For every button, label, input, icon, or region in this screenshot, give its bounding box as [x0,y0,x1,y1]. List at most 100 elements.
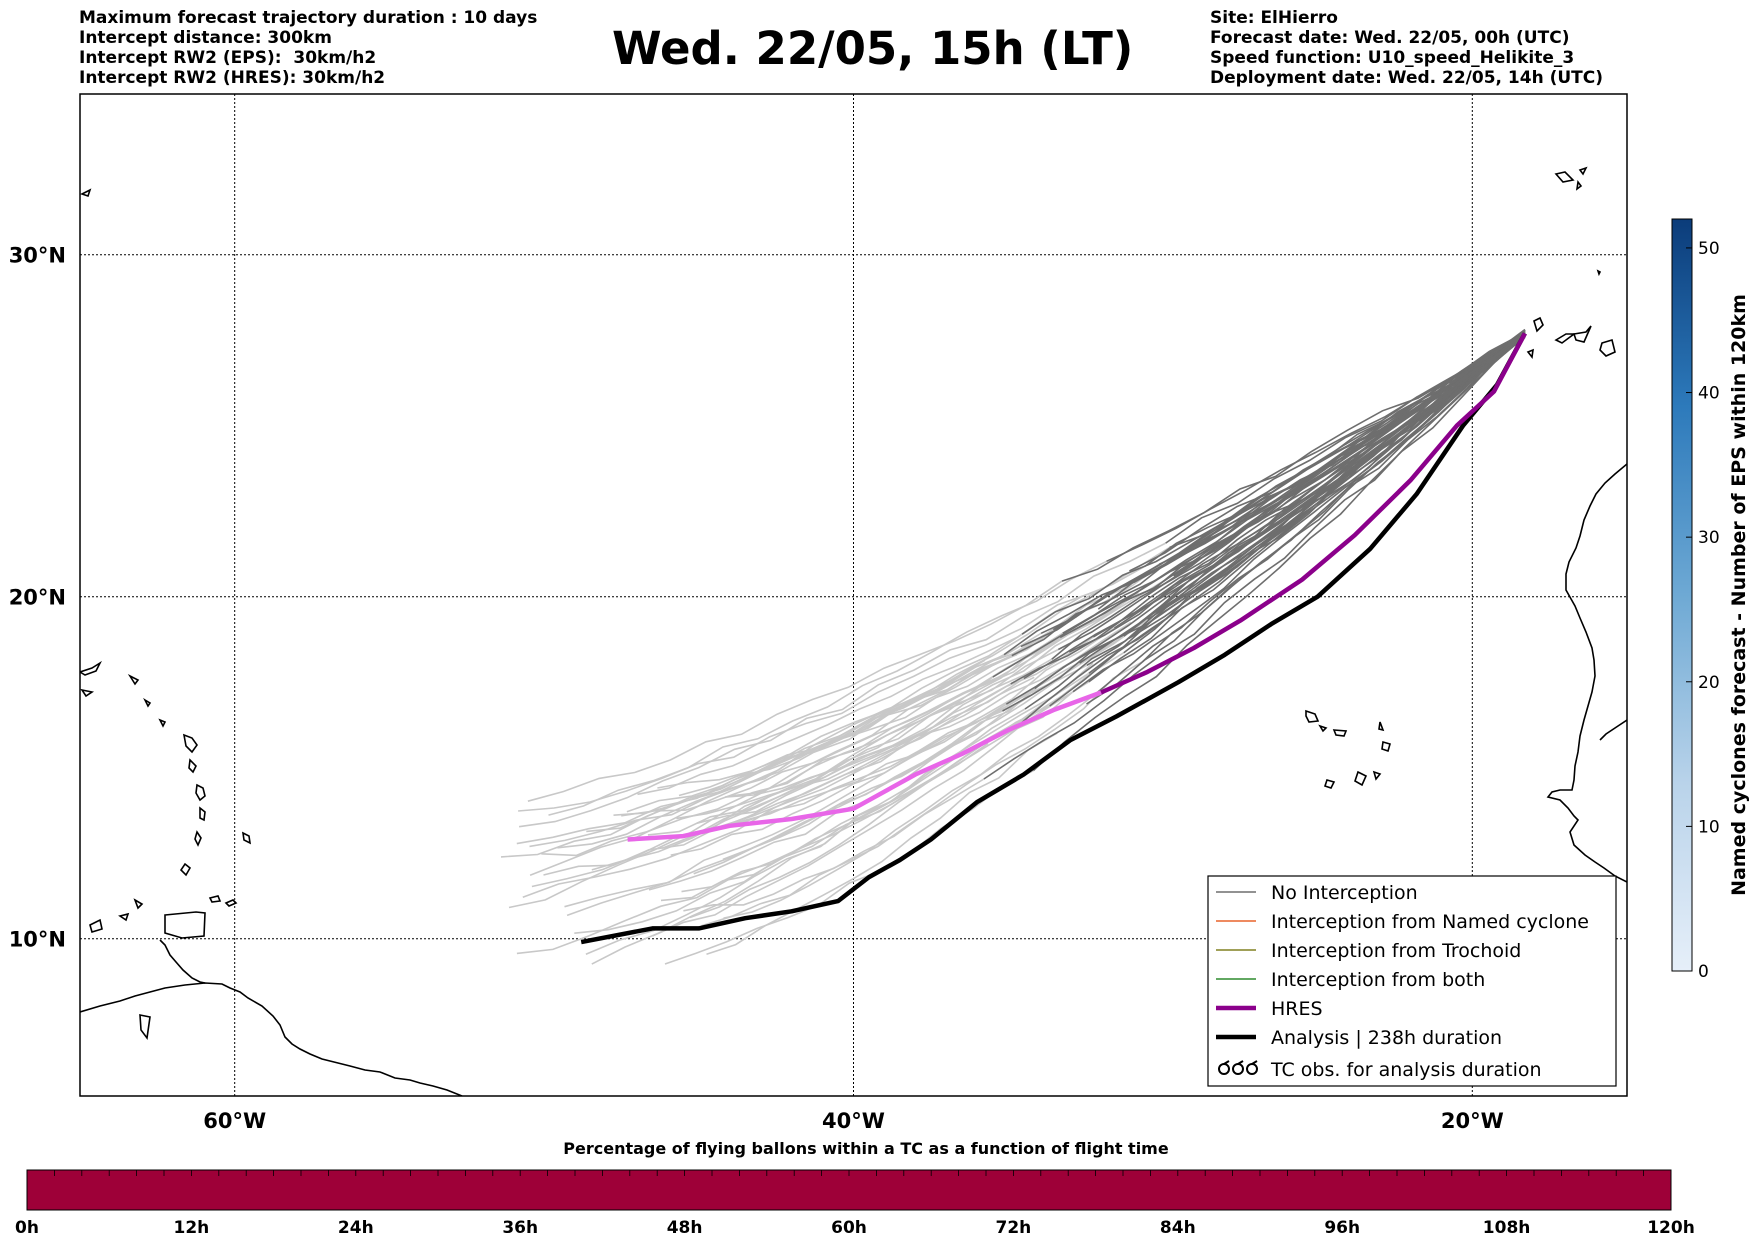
time-tick-label: 48h [667,1218,703,1238]
island [143,697,152,708]
time-tick-label: 60h [831,1218,867,1238]
eps-track [683,778,985,912]
time-tick-label: 0h [15,1218,39,1238]
header-line: Intercept RW2 (EPS): 30km/h2 [79,48,377,68]
colorbar-tick-label: 10 [1698,817,1720,837]
time-bar-title: Percentage of flying ballons within a TC… [563,1139,1169,1158]
eps-track [574,705,1050,934]
cape-verde-island [1378,721,1385,732]
legend-label: Analysis | 238h duration [1271,1027,1502,1049]
time-tick-label: 36h [502,1218,538,1238]
legend-label: HRES [1271,998,1323,1020]
legend-label: TC obs. for analysis duration [1270,1059,1542,1081]
canary-island [1599,338,1616,357]
cape-verde-island [1323,779,1336,789]
cape-verde-island [1354,770,1368,787]
header-info-left: Maximum forecast trajectory duration : 1… [79,8,537,88]
legend-label: No Interception [1271,882,1418,904]
time-tick-label: 72h [996,1218,1032,1238]
eps-track [566,627,1115,917]
eps-track [660,652,1125,902]
eps-track [541,591,1139,857]
island [127,674,140,686]
longitude-labels: 60°W 40°W 20°W [203,1109,1503,1133]
legend-label: Interception from Named cyclone [1271,911,1589,933]
island [182,733,198,754]
header-line: Site: ElHierro [1210,8,1338,28]
header-line: Speed function: U10_speed_Helikite_3 [1210,48,1575,68]
eps-track [1023,331,1526,680]
cape-verde-island [1372,770,1382,781]
coastline-venezuela-gulf [159,939,206,984]
tobago-coastline [224,899,238,907]
eps-track [1144,332,1526,568]
coastline-africa-bay [1599,719,1627,741]
header-line: Deployment date: Wed. 22/05, 14h (UTC) [1210,68,1604,88]
colorbar-tick-label: 40 [1698,384,1720,404]
madeira-island [1578,166,1588,176]
eps-tracks-no-interception [983,328,1526,780]
coastline-africa [1546,463,1627,883]
island [188,758,197,774]
eps-track [1024,332,1526,710]
longitude-label: 20°W [1441,1109,1504,1133]
latitude-label: 20°N [9,586,66,610]
colorbar-tick-label: 0 [1698,962,1709,982]
latitude-label: 10°N [9,928,66,952]
madeira-island [1554,171,1575,183]
eps-track [723,693,1097,919]
island [80,188,92,198]
island [194,830,202,847]
island [80,688,95,698]
time-tick-label: 108h [1483,1218,1531,1238]
eps-track [676,621,1132,820]
header-line: Intercept distance: 300km [79,28,332,48]
colorbar-tick-label: 50 [1698,239,1720,259]
latitude-label: 30°N [9,244,66,268]
eps-track [1049,330,1526,707]
island [179,862,192,877]
time-tick-label: 120h [1647,1218,1695,1238]
island [199,806,206,822]
eps-track [518,542,1167,828]
island [133,898,144,910]
colorbar-label: Named cyclones forecast - Number of EPS … [1728,294,1750,896]
longitude-label: 40°W [822,1109,885,1133]
colorbar-ticks: 0 10 20 30 40 50 [1686,239,1720,982]
canary-island [1526,348,1534,359]
cyclone-symbol-icon [1218,1060,1258,1075]
eps-track [529,622,1064,848]
island [80,660,102,676]
colorbar-tick-label: 30 [1698,528,1720,548]
time-tick-label: 24h [338,1218,374,1238]
eps-track [722,635,1125,861]
header-line: Intercept RW2 (HRES): 30km/h2 [79,68,386,88]
time-bar-ticks: 0h 12h 24h 36h 48h 60h 72h 84h 96h 108h 120h [15,1170,1695,1238]
eps-track [548,560,1107,816]
eps-track [661,632,1064,849]
trinidad-coastline [164,911,206,939]
legend-box [1207,875,1617,1087]
eps-track [527,580,1063,802]
island [241,831,252,845]
colorbar: 0 10 20 30 40 50 Named cyclones forecast - Nu… [1671,218,1750,982]
island [139,1014,151,1041]
time-bar-fill [26,1169,1672,1211]
coastlines [80,166,1627,1096]
island [118,912,130,922]
page-title: Wed. 22/05, 15h (LT) [612,22,1134,75]
header-line: Maximum forecast trajectory duration : 1… [79,8,538,28]
colorbar-tick-label: 20 [1698,673,1720,693]
eps-track [664,769,1034,965]
eps-track [557,632,1042,849]
header-info-right: Site: ElHierro Forecast date: Wed. 22/05… [1210,8,1603,88]
eps-track [591,648,1059,871]
island [89,918,103,933]
canary-island [1533,316,1544,333]
legend-label: Interception from Trochoid [1271,940,1521,962]
eps-track [647,569,1181,836]
header-line: Forecast date: Wed. 22/05, 00h (UTC) [1210,28,1570,48]
legend-label: Interception from both [1271,969,1485,991]
map-frame [79,93,1628,1097]
eps-track [670,703,1007,856]
